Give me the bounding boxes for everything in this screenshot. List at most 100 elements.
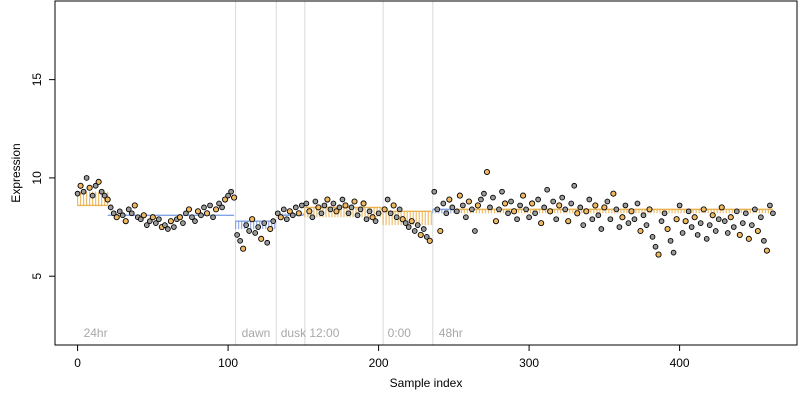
data-point [694,232,701,238]
data-point [405,224,412,230]
data-point [298,202,305,209]
data-point [354,212,361,219]
data-point [508,198,514,205]
data-point [162,222,168,228]
data-point [390,202,397,209]
data-point [104,196,111,203]
data-point [306,208,313,215]
data-point [198,212,204,219]
x-tick-label: 400 [670,356,690,370]
phase-label: 12:00 [309,326,339,340]
data-point [363,216,370,223]
data-point [360,200,367,207]
data-point [691,214,698,221]
x-tick-label: 200 [369,356,389,370]
data-point [655,251,662,258]
data-point [437,227,444,235]
data-point [152,220,159,226]
data-point [420,226,427,232]
data-point [283,216,290,223]
data-point [550,198,557,205]
y-tick-label: 10 [30,171,44,185]
data-point [712,228,719,234]
data-point [342,202,349,209]
data-point [761,237,767,244]
data-point [98,188,105,195]
data-point [574,210,581,217]
data-point [295,210,302,217]
data-point [706,222,713,228]
phase-lines [235,1,434,345]
data-point [375,210,382,217]
data-point [216,200,222,207]
data-point [237,237,243,244]
data-point [562,206,569,213]
data-point [700,206,707,213]
x-tick-label: 0 [74,356,81,370]
data-point [443,210,450,217]
data-point [745,235,752,242]
data-point [589,216,596,223]
y-axis: 5 10 15 [30,73,56,280]
data-point [628,208,635,215]
data-point [517,202,523,209]
data-point [619,214,626,221]
data-point [667,237,674,244]
data-point [523,206,529,213]
data-point [715,216,722,223]
data-point [454,208,460,215]
data-point [646,206,653,213]
phase-label: 0:00 [388,326,412,340]
data-point [312,198,319,205]
data-point [274,210,281,217]
data-point [559,194,566,201]
data-point [577,204,584,211]
data-point [74,190,81,197]
data-point [463,214,469,221]
data-point [547,208,554,215]
data-point [92,182,99,189]
data-point [107,204,114,211]
data-point [742,210,749,217]
data-point [616,224,623,230]
data-point [763,247,770,254]
data-point [739,220,746,226]
x-axis: 0 100 200 300 400 [74,344,690,370]
data-point [110,210,117,217]
data-point [77,182,84,189]
data-point [155,216,162,223]
data-point [607,216,614,223]
data-point [697,220,704,226]
phase-label: dawn [242,326,271,340]
data-point [688,224,695,230]
data-point [207,202,213,209]
data-point [246,228,253,234]
data-point [532,210,538,217]
data-point [387,210,394,217]
data-point [601,204,608,211]
data-point [529,200,536,207]
data-point [369,214,376,221]
data-point [571,182,578,189]
data-point [496,206,502,213]
data-point [165,226,171,232]
data-point [180,220,186,226]
data-point [318,210,325,217]
data-point [544,186,551,193]
data-point [86,184,93,191]
data-point [309,214,316,221]
data-point [185,206,193,213]
data-point [303,200,310,207]
data-point [727,214,734,221]
data-point [348,204,355,211]
data-point [703,236,710,242]
data-point [748,222,755,228]
data-point [721,218,728,225]
data-point [631,216,638,223]
data-point [201,204,207,211]
data-point [402,220,409,226]
data-points [74,168,776,258]
data-point [95,178,102,185]
data-point [330,200,337,207]
